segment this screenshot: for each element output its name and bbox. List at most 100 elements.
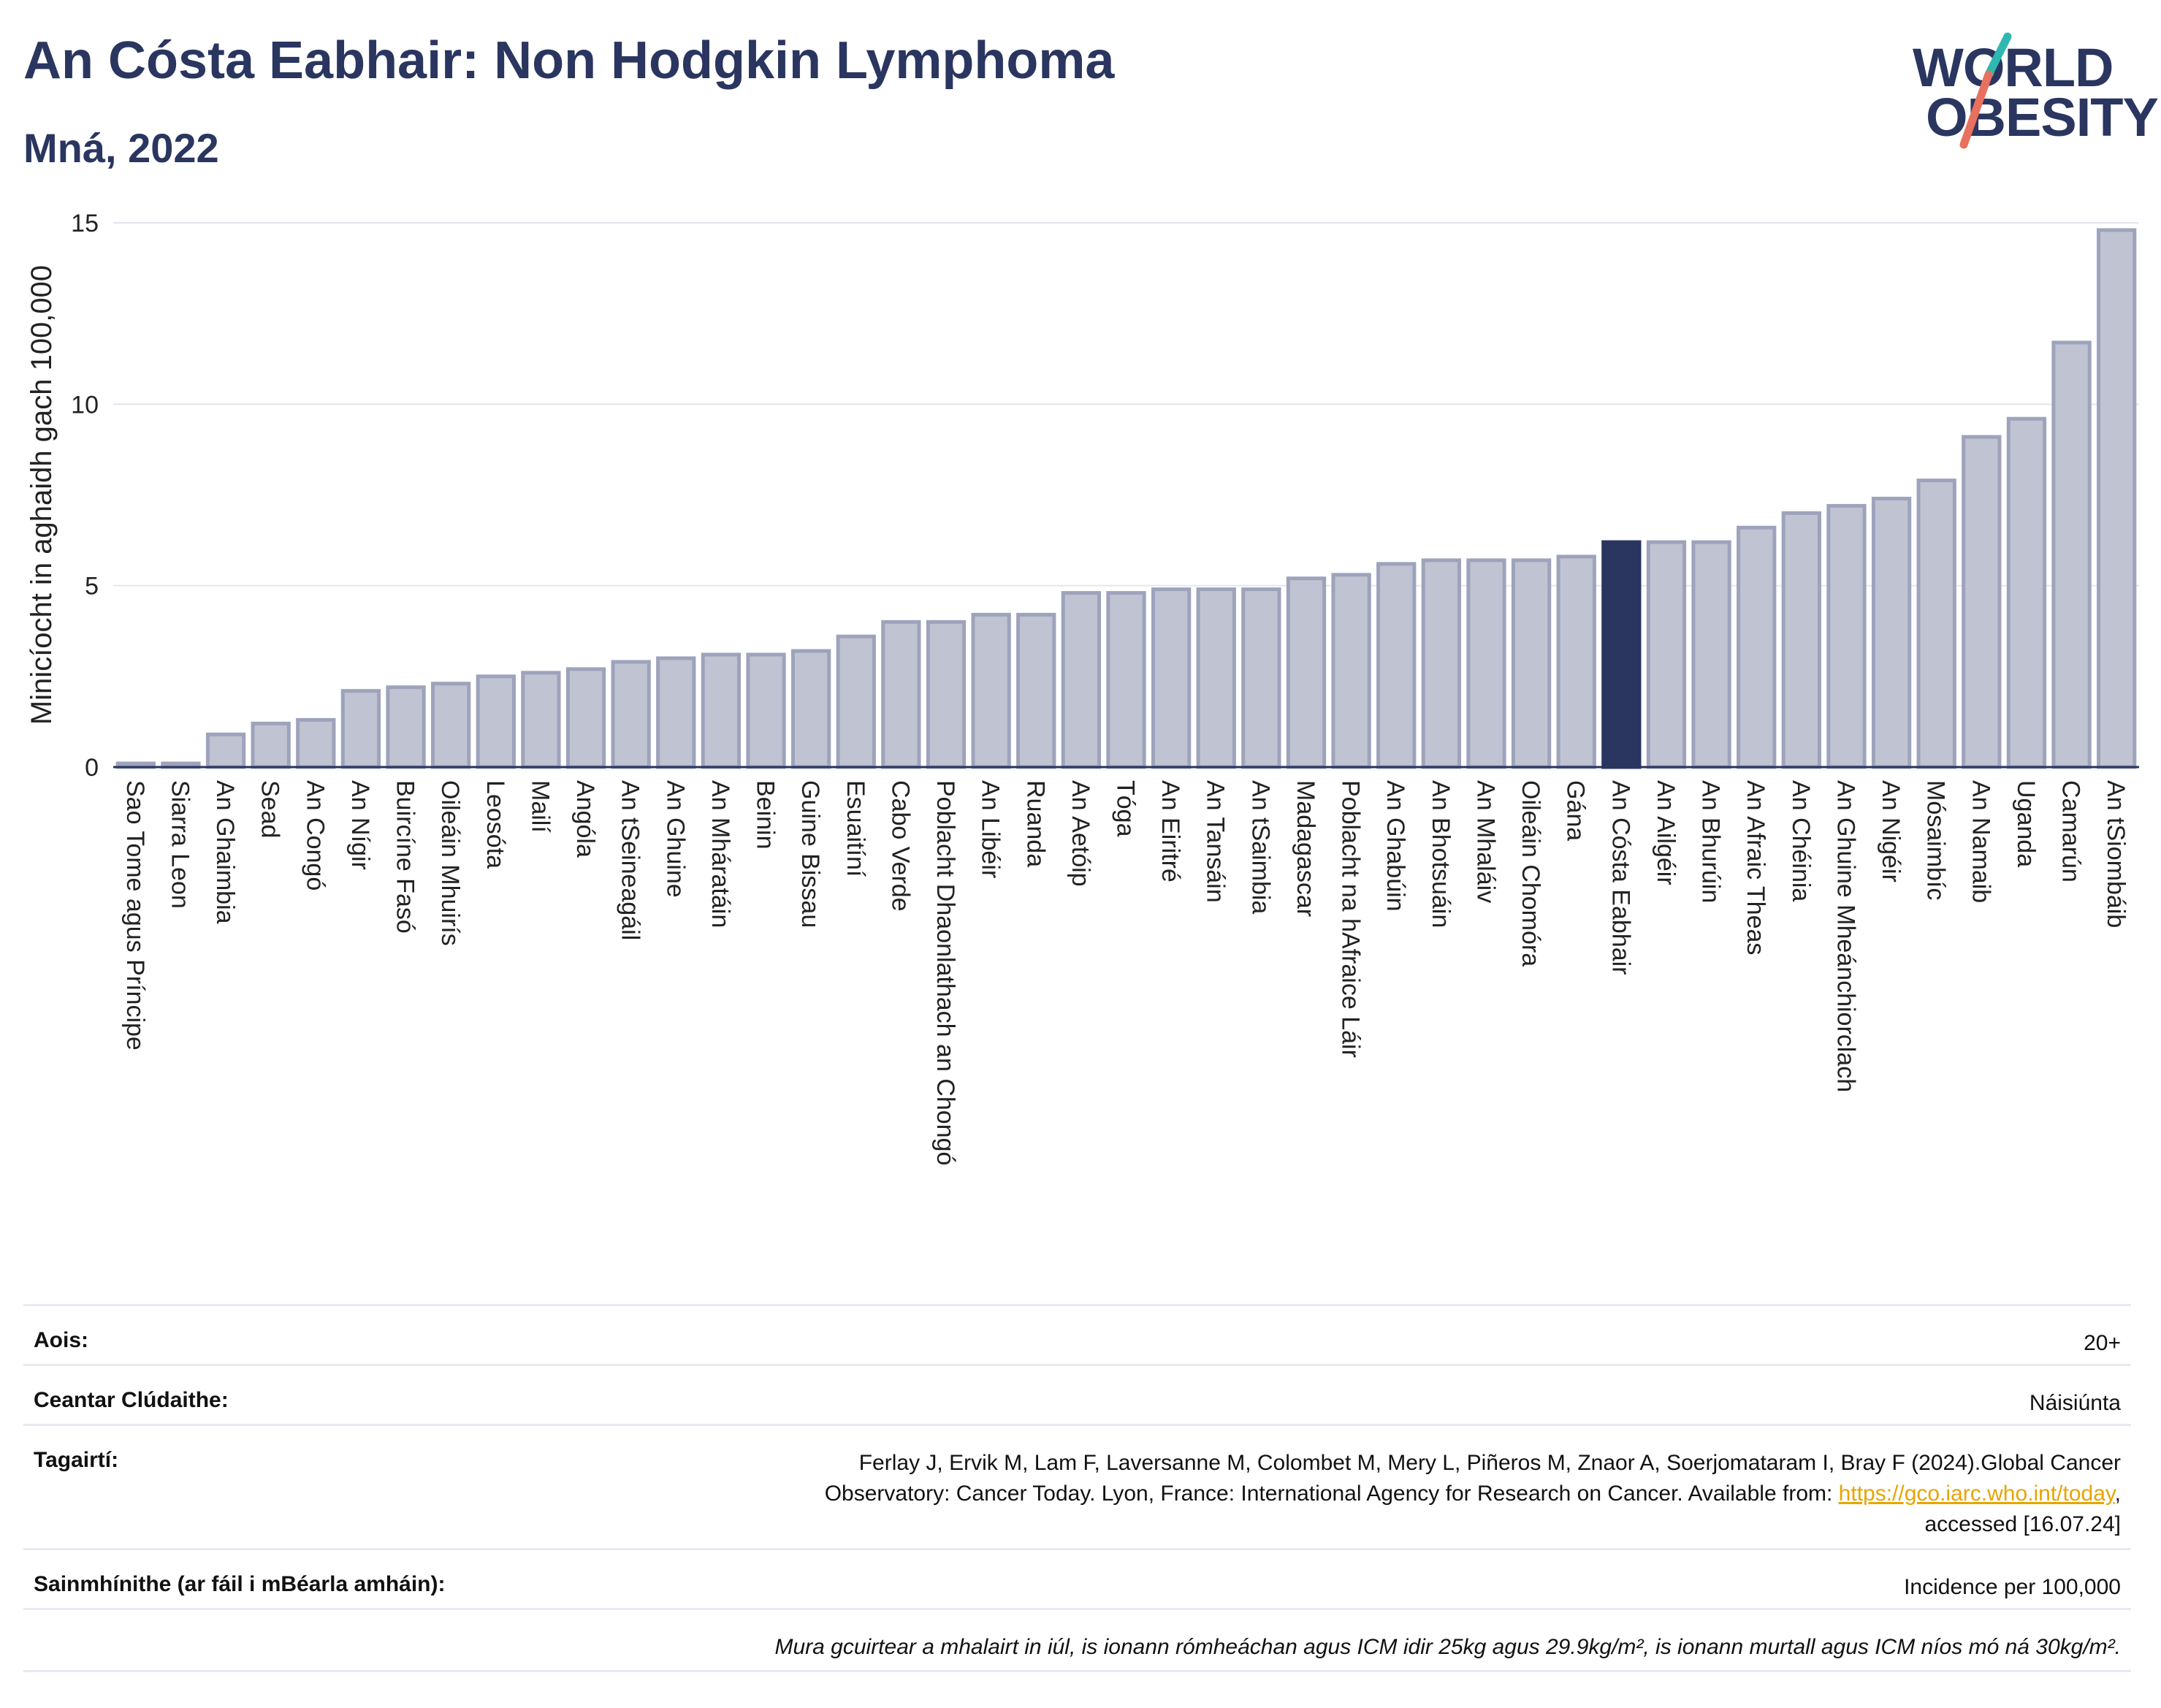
bar [1601,540,1642,769]
bar [1331,573,1371,769]
x-tick-label: Mósaimbíc [1922,780,1950,900]
x-tick-label: An Ghuine Mheánchiorclach [1832,780,1859,1092]
bar [1466,558,1506,769]
bar [746,652,786,769]
x-tick-label: An Bhurúin [1697,780,1725,903]
bar [1061,591,1102,769]
bar [1826,503,1867,769]
logo-word-world: WORLD [1913,37,2114,98]
chart-subtitle: Mná, 2022 [23,125,219,171]
bar [1556,554,1596,769]
y-tick-label: 0 [85,754,99,782]
x-tick-label: Camarún [2057,780,2085,882]
x-tick-label: Poblacht Dhaonlathach an Chongó [931,780,959,1165]
bar [1646,540,1687,769]
bar [205,732,246,769]
bar [431,682,471,769]
x-tick-label: Cabo Verde [886,780,914,912]
bar [1962,435,2002,769]
x-tick-label: Leosóta [481,780,509,869]
bar [1016,612,1056,769]
x-tick-label: An Cósta Eabhair [1607,780,1634,975]
bar [1241,587,1281,769]
info-row-note: Mura gcuirtear a mhalairt in iúl, is ion… [23,1608,2131,1672]
x-tick-label: An Afraic Theas [1742,780,1769,955]
bar [1421,558,1462,769]
x-tick-label: An Bhotsuáin [1427,780,1455,928]
bar [1916,479,1956,769]
references-label: Tagairtí: [34,1448,119,1472]
x-tick-label: An Ailgéir [1652,780,1680,885]
info-row-age: Aois: 20+ [23,1304,2131,1365]
y-axis-label: Minicíocht in aghaidh gach 100,000 [26,265,58,725]
bar [790,649,831,769]
reference-line-1: Ferlay J, Ervik M, Lam F, Laversanne M, … [858,1451,2121,1475]
x-tick-label: An Nigéir [1877,780,1905,882]
info-row-definitions: Sainmhínithe (ar fáil i mBéarla amháin):… [23,1548,2131,1609]
x-tick-label: Angóla [571,780,599,858]
x-tick-label: An tSaimbia [1246,780,1274,914]
bar [836,634,876,769]
bar [1871,496,1912,769]
bar [521,671,561,769]
bar [881,619,921,769]
x-tick-label: Poblacht na hAfraice Láir [1337,780,1365,1058]
x-tick-label: Ruanda [1021,780,1049,867]
x-tick-label: An tSeineagáil [617,780,644,940]
reference-comma: , [2114,1482,2121,1506]
bar [1196,587,1236,769]
info-row-references: Tagairtí: Ferlay J, Ervik M, Lam F, Lave… [23,1424,2131,1549]
definitions-label: Sainmhínithe (ar fáil i mBéarla amháin): [34,1572,446,1596]
bar [1691,540,1731,769]
reference-link[interactable]: https://gco.iarc.who.int/today [1838,1482,2115,1506]
x-tick-label: Oileáin Chomóra [1517,780,1544,967]
x-tick-label: Buircíne Fasó [392,780,419,934]
reference-text: Observatory: Cancer Today. Lyon, France:… [824,1482,1839,1506]
age-value: 20+ [2084,1331,2121,1355]
world-obesity-logo: WORLD OBESITY [1899,29,2159,161]
x-tick-label: An Libéir [977,780,1005,878]
bar [476,674,516,769]
chart-title: An Cósta Eabhair: Non Hodgkin Lymphoma [23,31,1115,90]
x-tick-label: Esuaitíní [842,780,869,877]
x-tick-label: An Ghaimbia [211,780,239,924]
x-tick-label: An Mhaláiv [1471,780,1499,903]
x-tick-label: An tSiombáib [2102,780,2130,928]
bar [386,685,426,769]
bar [1376,562,1417,769]
bar [2051,340,2092,769]
bar [701,652,742,769]
y-tick-label: 5 [85,573,99,601]
bar [1781,511,1821,769]
x-tick-label: Beinin [752,780,780,850]
bmi-note: Mura gcuirtear a mhalairt in iúl, is ion… [774,1635,2121,1659]
x-tick-label: An Ghuine [661,780,689,898]
x-tick-label: An Chéinia [1787,780,1815,901]
bar [1286,576,1327,769]
x-tick-label: An Congó [301,780,329,891]
x-tick-label: An Namaib [1967,780,1994,903]
area-value: Náisiúnta [2029,1391,2121,1415]
bar [611,660,651,769]
bar [1106,591,1146,769]
reference-line-2: Observatory: Cancer Today. Lyon, France:… [825,1479,2121,1509]
bar [251,721,291,769]
logo-slash-icon [1959,32,2012,149]
x-tick-label: Sao Tome agus Príncipe [121,780,149,1051]
x-tick-label: An Nígir [346,780,374,870]
x-tick-label: An Tansáin [1202,780,1230,903]
bar [926,619,967,769]
definitions-value: Incidence per 100,000 [1904,1575,2121,1599]
bar [656,656,696,769]
age-label: Aois: [34,1328,88,1352]
x-tick-label: Guine Bissau [796,780,824,928]
x-tick-label: Oileáin Mhuirís [436,780,464,946]
bar [565,667,606,769]
references-value: Ferlay J, Ervik M, Lam F, Laversanne M, … [825,1448,2121,1540]
bar [971,612,1011,769]
x-tick-label: Madagascar [1292,780,1319,917]
x-tick-label: Siarra Leon [166,780,194,909]
area-label: Ceantar Clúdaithe: [34,1388,229,1412]
bar-chart: 0 5 10 15 Minicíocht in aghaidh gach 100,000… [26,210,2139,1165]
bar [1737,525,1777,769]
